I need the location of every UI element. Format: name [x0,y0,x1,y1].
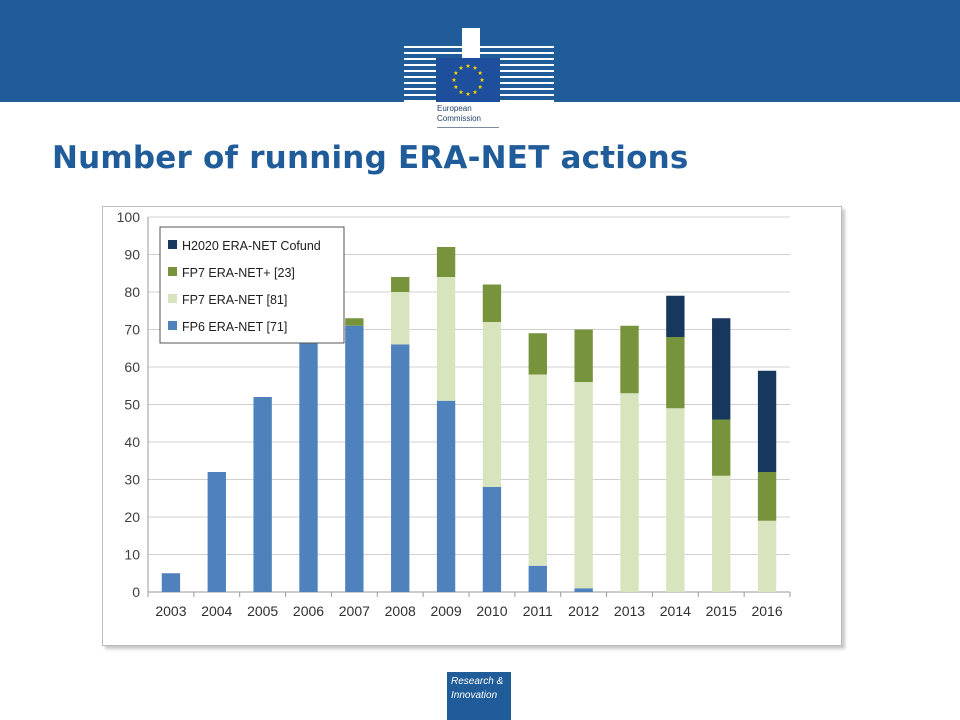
y-tick-label: 100 [117,209,141,225]
bar-segment [391,292,410,345]
bar-segment [253,397,272,592]
eu-star-icon [453,84,459,89]
y-tick-label: 20 [124,509,140,525]
page-title: Number of running ERA-NET actions [52,140,689,176]
eu-stars-icon [451,63,485,96]
legend-label: H2020 ERA-NET Cofund [182,239,321,253]
legend-label: FP7 ERA-NET [81] [182,293,287,307]
bar-segment [207,472,226,592]
eu-star-icon [472,89,478,95]
x-tick-label: 2012 [568,603,599,619]
bar-segment [712,475,731,592]
bar-segment [391,344,410,592]
x-tick-label: 2006 [293,603,324,619]
legend-swatch [168,321,177,330]
bar-segment [528,333,547,375]
y-tick-label: 90 [124,247,140,263]
bar-segment [436,247,456,277]
x-tick-label: 2008 [385,603,416,619]
legend-label: FP7 ERA-NET+ [23] [182,266,295,280]
x-tick-label: 2009 [430,603,461,619]
logo-text: European Commission [437,104,481,124]
eu-star-icon [477,84,483,89]
logo-line-2: Commission [437,114,482,123]
bar-segment [436,277,456,401]
bar-segment [712,419,731,476]
legend-swatch [168,240,177,249]
logo-rule [437,127,499,128]
footer-line-1: Research & [451,676,504,687]
bar-segment [574,329,593,382]
eu-star-icon [453,70,459,75]
european-commission-logo [404,28,554,102]
x-tick-label: 2010 [476,603,507,619]
x-tick-label: 2014 [660,603,691,619]
bar-segment [482,322,502,487]
y-tick-label: 0 [132,584,140,600]
bar-segment [482,284,502,322]
bar-segment [712,318,731,420]
eu-star-icon [479,77,485,82]
bar-segment [299,340,318,592]
bar-segment [391,277,410,292]
eu-star-icon [477,70,483,75]
bar-segment [666,408,685,592]
y-tick-label: 80 [124,284,140,300]
bar-segment [161,573,181,592]
bar-segment [345,318,364,326]
bar-segment [528,374,547,566]
legend-label: FP6 ERA-NET [71] [182,320,287,334]
x-tick-label: 2011 [523,603,553,619]
legend-swatch [168,267,177,276]
bar-segment [757,370,777,472]
y-tick-label: 60 [124,359,140,375]
bar-segment [528,565,547,592]
chart-frame: 0 10 20 30 40 50 60 70 80 90 100 2003 2004 2005 2006 20… [102,206,842,646]
footer-line-2: Innovation [451,690,498,701]
bar-segment [757,520,777,592]
eu-star-icon [472,65,478,70]
eu-star-icon [465,91,471,96]
eu-star-icon [458,65,464,70]
eu-star-icon [451,77,457,82]
bar-segment [345,325,364,592]
bar-segment [574,588,593,592]
y-tick-label: 70 [124,322,140,338]
x-tick-label: 2016 [751,603,782,619]
bar-segment [666,337,685,409]
x-tick-label: 2005 [247,603,278,619]
y-tick-label: 10 [124,547,140,563]
y-tick-label: 50 [124,397,140,413]
x-tick-label: 2003 [155,603,186,619]
x-tick-label: 2007 [339,603,370,619]
x-tick-label: 2015 [706,603,737,619]
bar-segment [436,400,456,592]
eu-star-icon [458,89,464,95]
bar-segment [620,393,639,592]
bar-segment [620,325,639,394]
stacked-bar-chart: 0 10 20 30 40 50 60 70 80 90 100 2003 2004 2005 2006 20… [117,209,791,619]
x-tick-label: 2004 [201,603,232,619]
bar-segment [666,295,685,337]
bar-segment [482,487,502,592]
footer-badge: Research & Innovation [447,672,511,720]
x-tick-label: 2013 [614,603,645,619]
y-tick-label: 40 [124,434,140,450]
logo-line-1: European [437,104,472,113]
bar-segment [757,472,777,521]
y-tick-label: 30 [124,472,140,488]
bar-segment [574,382,593,589]
legend-swatch [168,294,177,303]
eu-star-icon [465,63,471,68]
legend-box [159,226,345,344]
